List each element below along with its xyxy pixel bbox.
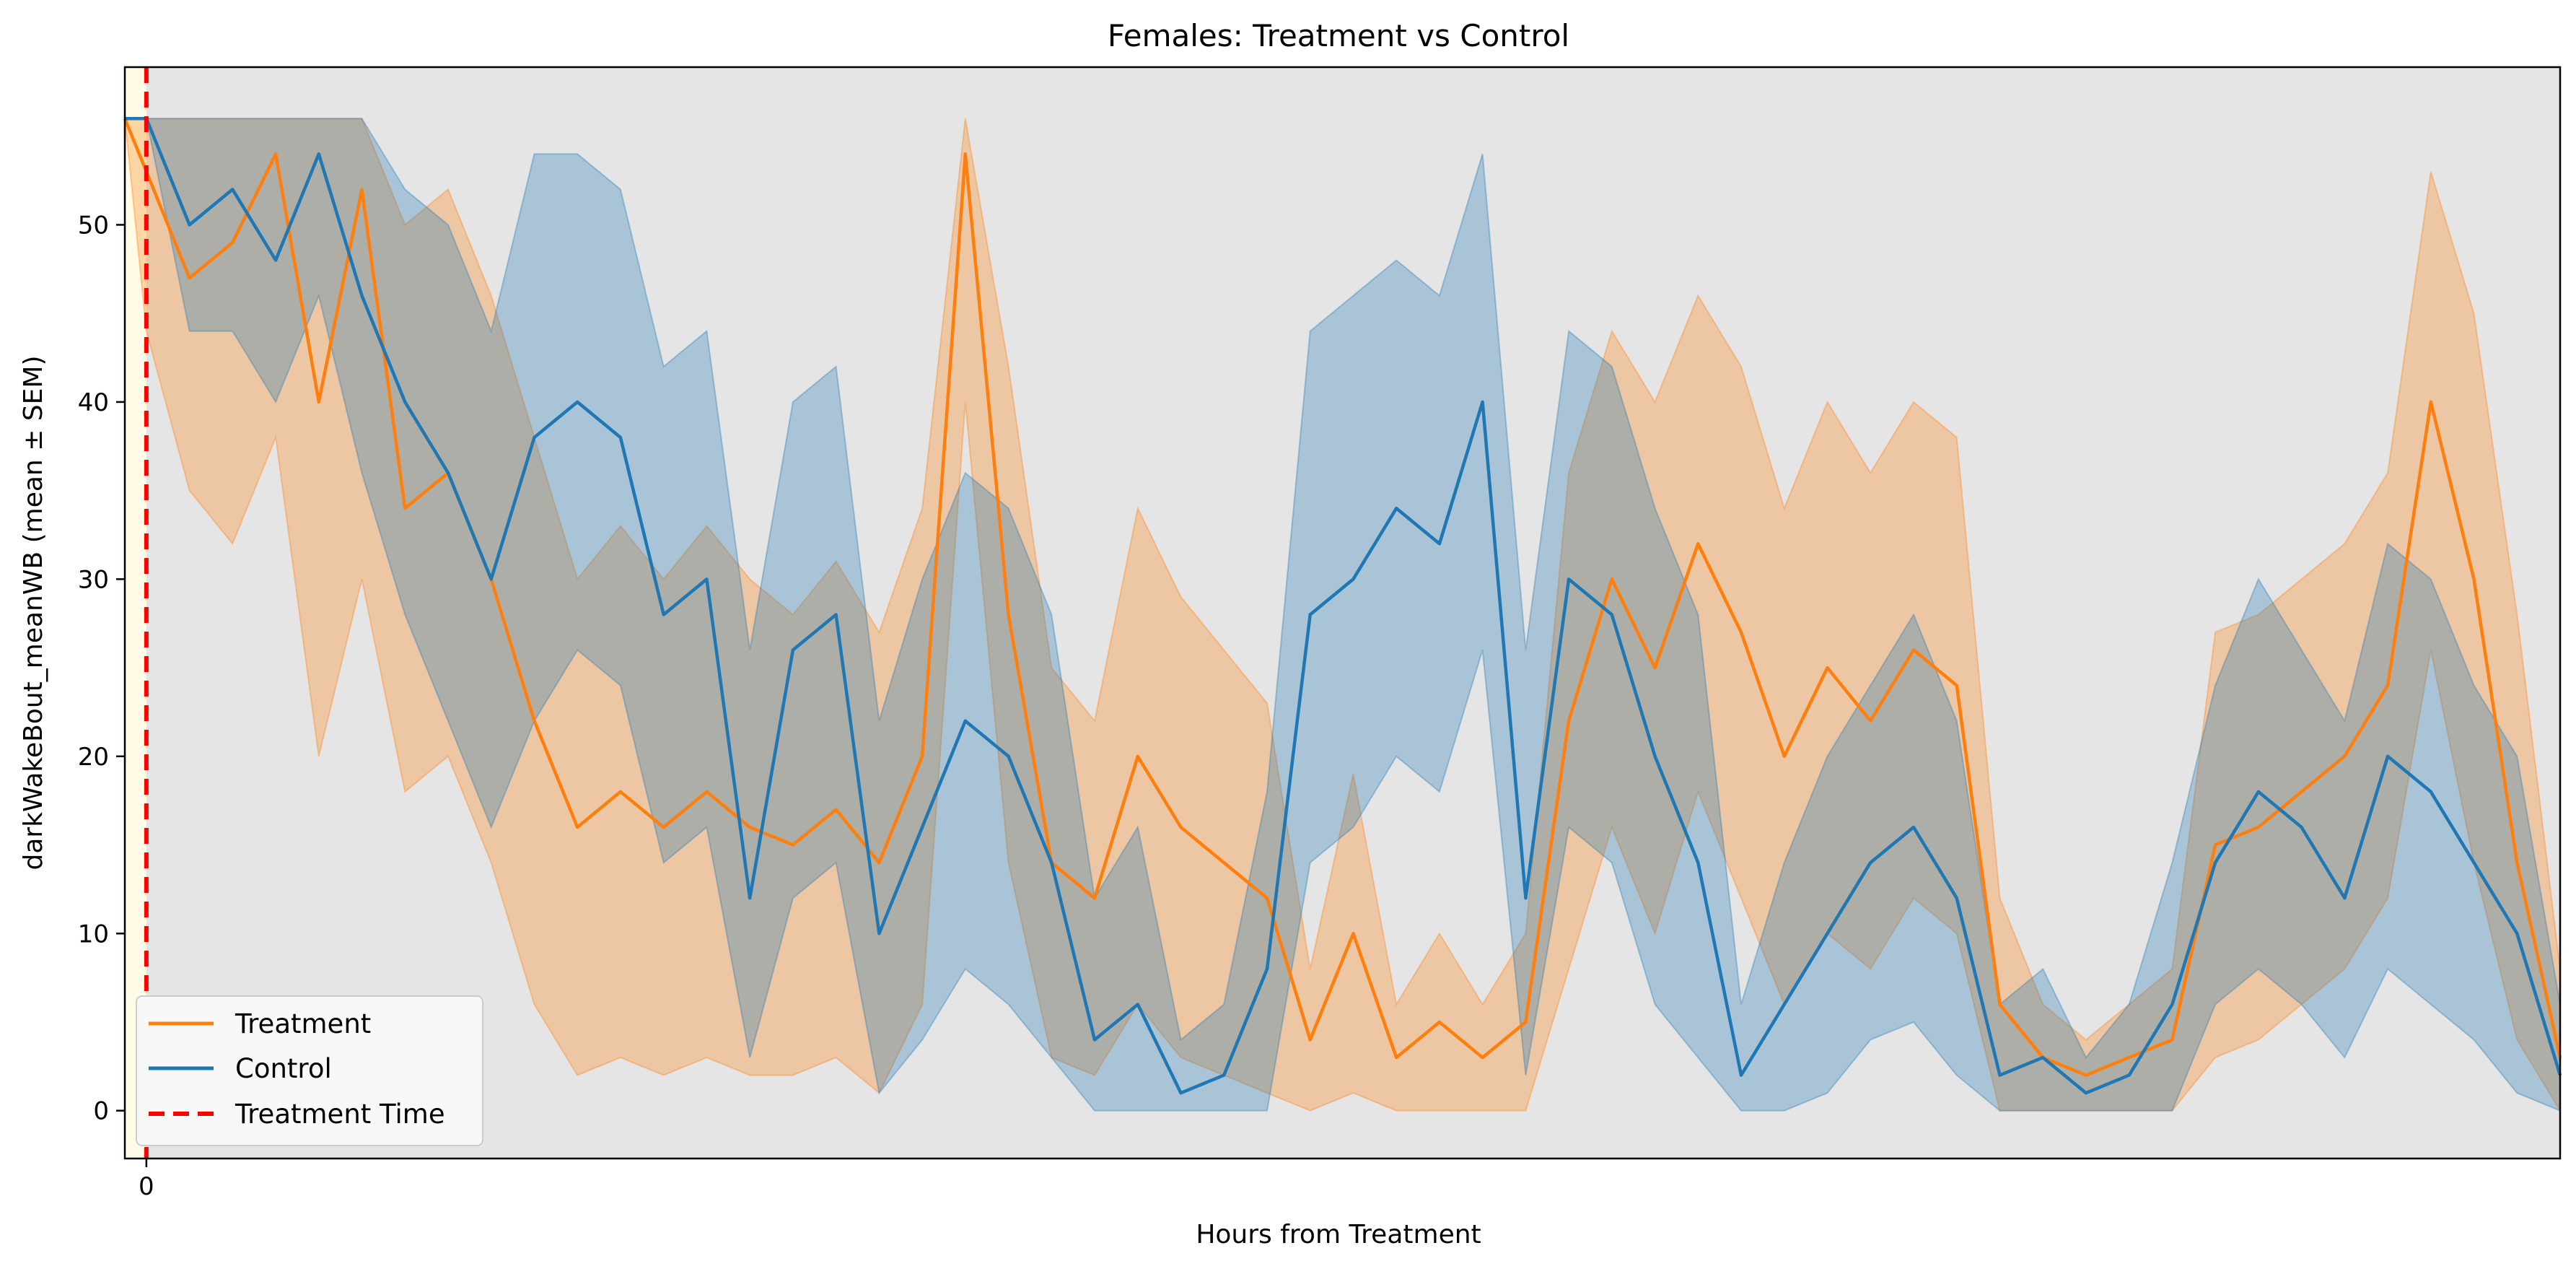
plot-area [125,67,2560,1159]
y-tick-label: 10 [78,920,109,948]
y-tick-label: 20 [78,743,109,772]
treatment-mean-line [123,118,2562,1077]
legend-label-control: Control [235,1053,332,1084]
chart-title: Females: Treatment vs Control [1108,18,1569,53]
y-tick-label: 40 [78,388,109,417]
y-tick-label: 50 [78,211,109,240]
x-axis-label: Hours from Treatment [1196,1220,1481,1249]
legend-label-treatment: Treatment [235,1008,371,1039]
control-mean-line [125,116,2562,1095]
y-axis: 0 10 20 30 40 50 [78,211,125,1126]
y-tick-label: 0 [93,1097,109,1126]
x-axis: 0 [139,1159,154,1201]
y-tick-label: 30 [78,565,109,594]
legend-box [136,995,483,1146]
legend: Treatment Control Treatment Time [136,995,483,1146]
plot-frame [123,66,2562,1160]
legend-label-treatment-time: Treatment Time [235,1099,445,1130]
pre-treatment-shade [125,67,146,1159]
y-axis-label: darkWakeBout_meanWB (mean ± SEM) [19,355,48,870]
x-tick-label: 0 [139,1172,154,1201]
series-lines [123,116,2562,1095]
